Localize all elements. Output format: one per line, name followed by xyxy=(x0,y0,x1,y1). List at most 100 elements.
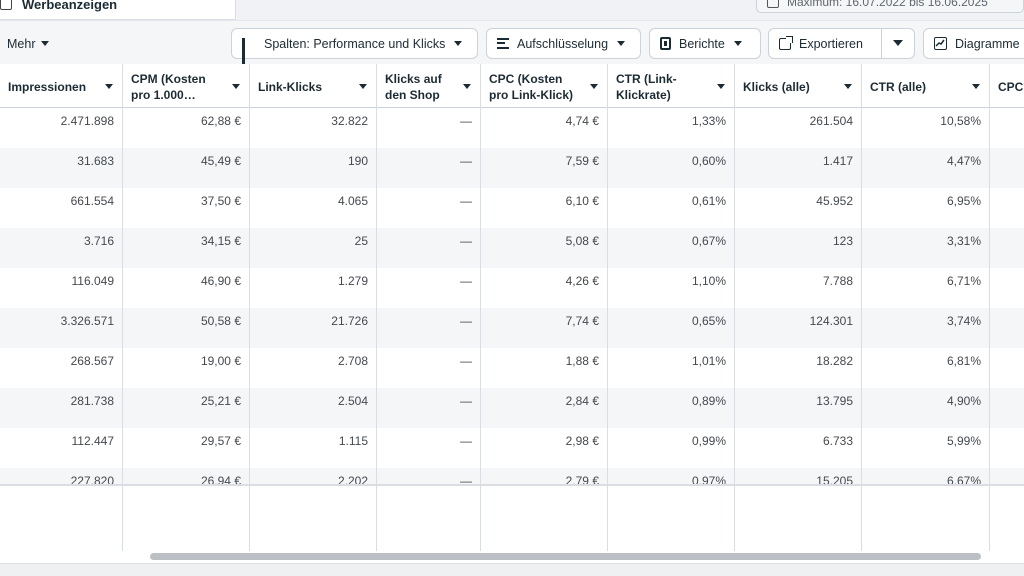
column-header[interactable]: CTR (alle) xyxy=(862,64,990,108)
table-cell: 116.049 xyxy=(0,268,123,308)
export-label: Exportieren xyxy=(799,36,863,51)
table-row[interactable]: 3.326.571 50,58 €21.726—7,74 €0,65% 124.30… xyxy=(0,308,1024,348)
columns-label: Spalten: Performance und Klicks xyxy=(264,36,446,51)
table-row[interactable]: 281.738 25,21 €2.504—2,84 €0,89% 13.795 4,9… xyxy=(0,388,1024,428)
table-cell: — xyxy=(377,188,481,228)
chevron-down-icon xyxy=(733,41,742,46)
table-cell xyxy=(990,268,1024,308)
column-header-line1: CPC (Kosten xyxy=(489,72,563,86)
table-cell: 32.822 xyxy=(250,108,377,148)
table-row[interactable]: 227.820 26,94 €2.202—2,79 €0,97% 15.205 6,6… xyxy=(0,468,1024,484)
table-cell: 4,47% xyxy=(862,148,990,188)
chevron-down-icon[interactable] xyxy=(972,84,980,89)
table-cell: 2,79 € xyxy=(481,468,608,484)
table-cell: 1.279 xyxy=(250,268,377,308)
column-header[interactable]: Klicks auf den Shop xyxy=(377,64,481,108)
table-header: Impressionen CPM (Kosten pro 1.000… Link-Kl… xyxy=(0,64,1024,108)
table-cell: 37,50 € xyxy=(123,188,250,228)
table-row[interactable]: 112.447 29,57 €1.115—2,98 €0,99% 6.733 5,99… xyxy=(0,428,1024,468)
breakdown-label: Aufschlüsselung xyxy=(517,36,609,51)
export-button[interactable]: Exportieren xyxy=(768,28,915,59)
data-table: Impressionen CPM (Kosten pro 1.000… Link-Kl… xyxy=(0,64,1024,484)
table-cell: 7,74 € xyxy=(481,308,608,348)
column-header-label: Klicks auf den Shop xyxy=(385,71,450,103)
chevron-down-icon[interactable] xyxy=(463,84,471,89)
table-cell: 0,67% xyxy=(608,228,735,268)
column-header[interactable]: Link-Klicks xyxy=(250,64,377,108)
table-cell: 1,10% xyxy=(608,268,735,308)
table-row[interactable]: 3.716 34,15 €25—5,08 €0,67% 123 3,31% xyxy=(0,228,1024,268)
chevron-down-icon[interactable] xyxy=(844,84,852,89)
table-cell: 4,74 € xyxy=(481,108,608,148)
table-cell: 7,59 € xyxy=(481,148,608,188)
column-header-line1: Klicks auf xyxy=(385,72,442,86)
table-cell: — xyxy=(377,108,481,148)
table-cell: 1.417 xyxy=(735,148,862,188)
column-header[interactable]: Impressionen xyxy=(0,64,123,108)
table-cell: 6,71% xyxy=(862,268,990,308)
column-header[interactable]: CPC (Kosten pro Link-Klick) xyxy=(481,64,608,108)
chevron-down-icon[interactable] xyxy=(590,84,598,89)
table-cell: 29,57 € xyxy=(123,428,250,468)
table-cell: — xyxy=(377,268,481,308)
columns-button[interactable]: Spalten: Performance und Klicks xyxy=(231,28,478,74)
column-header-label: CTR (alle) xyxy=(870,79,959,95)
table-body: 2.471.898 62,88 €32.822—4,74 €1,33% 261.50… xyxy=(0,108,1024,484)
column-header[interactable]: CPM (Kosten pro 1.000… xyxy=(123,64,250,108)
footer-strip xyxy=(0,563,1024,576)
column-divider xyxy=(607,486,608,552)
table-cell: 0,97% xyxy=(608,468,735,484)
table-cell: 0,89% xyxy=(608,388,735,428)
chevron-down-icon[interactable] xyxy=(717,84,725,89)
more-dropdown[interactable]: Mehr xyxy=(7,37,50,51)
charts-button[interactable]: Diagramme xyxy=(923,28,1024,59)
table-cell xyxy=(990,108,1024,148)
table-cell: 18.282 xyxy=(735,348,862,388)
breakdown-button[interactable]: Aufschlüsselung xyxy=(486,28,641,59)
table-cell: 3,31% xyxy=(862,228,990,268)
table-cell: 0,65% xyxy=(608,308,735,348)
column-header-label: CPC (Kosten pro Link-Klick) xyxy=(489,71,577,103)
date-range-button[interactable]: Maximum: 16.07.2022 bis 16.06.2025 xyxy=(756,0,1024,13)
table-cell: 45.952 xyxy=(735,188,862,228)
column-divider xyxy=(480,486,481,552)
table-cell: 25 xyxy=(250,228,377,268)
breakdown-icon xyxy=(497,37,509,50)
tab-ads[interactable]: Werbeanzeigen xyxy=(0,0,236,20)
chevron-down-icon[interactable] xyxy=(105,84,113,89)
table-cell: 7.788 xyxy=(735,268,862,308)
column-header[interactable]: Klicks (alle) xyxy=(735,64,862,108)
table-cell xyxy=(990,148,1024,188)
table-cell: 661.554 xyxy=(0,188,123,228)
chevron-down-icon[interactable] xyxy=(232,84,240,89)
table-cell: 25,21 € xyxy=(123,388,250,428)
table-cell: 6,67% xyxy=(862,468,990,484)
column-header[interactable]: CTR (Link- Klickrate) xyxy=(608,64,735,108)
export-dropdown-toggle[interactable] xyxy=(881,28,915,59)
table-cell: 112.447 xyxy=(0,428,123,468)
table-cell: 5,08 € xyxy=(481,228,608,268)
table-cell: 2.471.898 xyxy=(0,108,123,148)
column-header[interactable]: CPC xyxy=(990,64,1024,108)
table-cell: 31.683 xyxy=(0,148,123,188)
table-row[interactable]: 116.049 46,90 €1.279—4,26 €1,10% 7.788 6,71… xyxy=(0,268,1024,308)
table-cell: 268.567 xyxy=(0,348,123,388)
checkbox-icon[interactable] xyxy=(0,0,12,10)
table-cell: 13.795 xyxy=(735,388,862,428)
table-row[interactable]: 2.471.898 62,88 €32.822—4,74 €1,33% 261.50… xyxy=(0,108,1024,148)
table-cell: 21.726 xyxy=(250,308,377,348)
reports-button[interactable]: Berichte xyxy=(649,28,761,59)
table-cell: 2,84 € xyxy=(481,388,608,428)
column-header-line2: Klickrate) xyxy=(616,88,671,102)
table-row[interactable]: 268.567 19,00 €2.708—1,88 €1,01% 18.282 6,8… xyxy=(0,348,1024,388)
table-cell: 15.205 xyxy=(735,468,862,484)
table-row[interactable]: 31.683 45,49 €190—7,59 €0,60% 1.417 4,47% xyxy=(0,148,1024,188)
table-row[interactable]: 661.554 37,50 €4.065—6,10 €0,61% 45.952 6,9… xyxy=(0,188,1024,228)
table-cell xyxy=(990,388,1024,428)
column-header-line1: Klicks (alle) xyxy=(743,80,810,94)
table-cell: 6.733 xyxy=(735,428,862,468)
chevron-down-icon[interactable] xyxy=(359,84,367,89)
column-header-line1: CTR (Link- xyxy=(616,72,677,86)
table-cell: 3,74% xyxy=(862,308,990,348)
horizontal-scrollbar-thumb[interactable] xyxy=(150,553,981,560)
